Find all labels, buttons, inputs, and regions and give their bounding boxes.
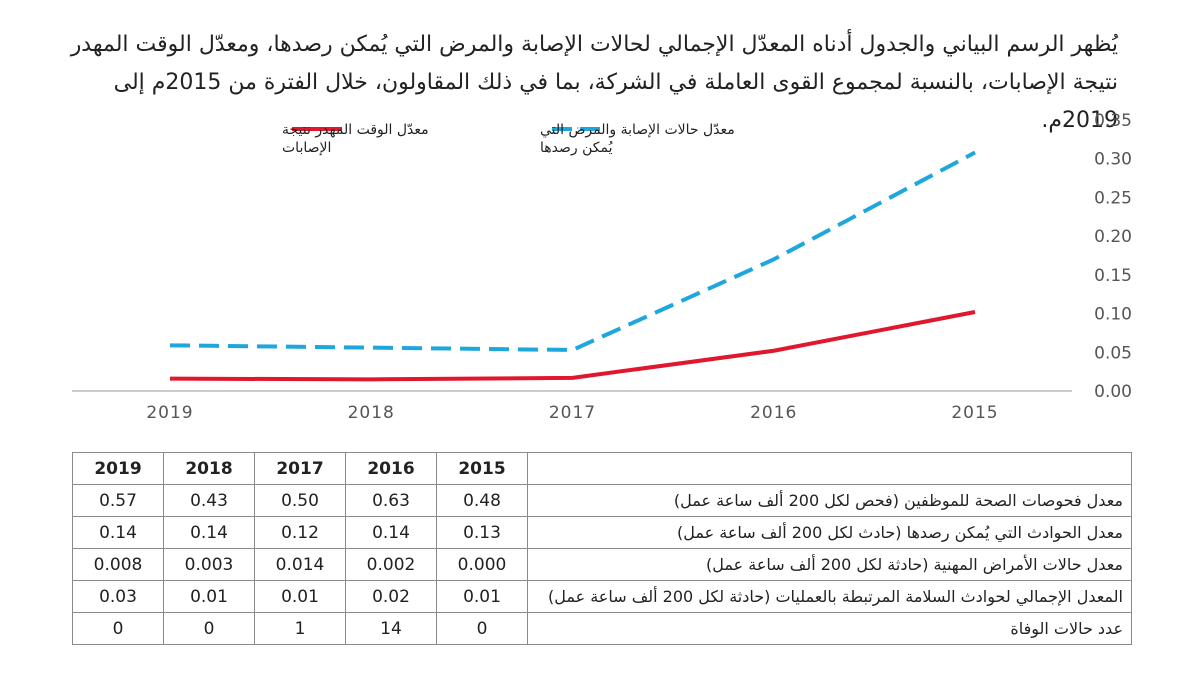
table-cell: 0.14 — [163, 516, 255, 549]
legend-lost-time-label: الإصابات — [282, 140, 331, 156]
row-label: معدل حالات الأمراض المهنية (حادثة لكل 20… — [527, 548, 1132, 581]
intro-paragraph: يُظهر الرسم البياني والجدول أدناه المعدّ… — [70, 32, 1118, 133]
table-cell: 1 — [254, 612, 346, 645]
table-cell: 0.008 — [72, 548, 164, 581]
year-header-2016: 2016 — [345, 452, 437, 485]
x-tick-label: 2015 — [951, 403, 998, 423]
label-header — [527, 452, 1132, 485]
x-tick-label: 2017 — [549, 403, 596, 423]
table-cell: 0.57 — [72, 484, 164, 517]
table-cell: 0.43 — [163, 484, 255, 517]
table-header-row: 2019 2018 2017 2016 2015 — [72, 452, 1132, 485]
table-cell: 0.48 — [436, 484, 528, 517]
table-cell: 0.63 — [345, 484, 437, 517]
table-cell: 0.01 — [254, 580, 346, 613]
table-cell: 0.01 — [163, 580, 255, 613]
y-tick-label: 0.15 — [1094, 266, 1132, 286]
line-chart: 0.00 0.05 0.10 0.15 0.20 0.25 0.30 0.35 2019 2018… — [72, 111, 1132, 423]
y-tick-label: 0.10 — [1094, 305, 1132, 325]
y-tick-label: 0.25 — [1094, 188, 1132, 208]
table-row: 0.57 0.43 0.50 0.63 0.48 معدل فحوصات الص… — [72, 484, 1132, 517]
row-label: المعدل الإجمالي لحوادث السلامة المرتبطة … — [527, 580, 1132, 613]
table-row: 0.14 0.14 0.12 0.14 0.13 معدل الحوادث ال… — [72, 516, 1132, 549]
legend-recordable-cases-label: معدّل حالات الإصابة والمرض التي — [540, 122, 735, 138]
row-label: معدل فحوصات الصحة للموظفين (فحص لكل 200 … — [527, 484, 1132, 517]
year-header-2019: 2019 — [72, 452, 164, 485]
table-cell: 0.014 — [254, 548, 346, 581]
y-tick-label: 0.05 — [1094, 343, 1132, 363]
table-cell: 0.14 — [345, 516, 437, 549]
legend-lost-time-label: معدّل الوقت المهدر نتيجة — [282, 122, 429, 138]
y-tick-label: 0.20 — [1094, 227, 1132, 247]
series-line-recordable-cases — [169, 150, 976, 352]
table-cell: 0.000 — [436, 548, 528, 581]
table-cell: 0 — [72, 612, 164, 645]
table-cell: 0 — [163, 612, 255, 645]
legend-recordable-cases-label: يُمكن رصدها — [540, 140, 613, 156]
row-label: معدل الحوادث التي يُمكن رصدها (حادث لكل … — [527, 516, 1132, 549]
row-label: عدد حالات الوفاة — [527, 612, 1132, 645]
series-line-lost-time — [169, 310, 976, 382]
x-tick-label: 2016 — [750, 403, 797, 423]
year-header-2015: 2015 — [436, 452, 528, 485]
safety-metrics-table: 2019 2018 2017 2016 2015 0.57 0.43 0.50 … — [72, 452, 1132, 645]
table-cell: 0.12 — [254, 516, 346, 549]
table-cell: 0 — [436, 612, 528, 645]
table-cell: 0.01 — [436, 580, 528, 613]
table-row: 0.03 0.01 0.01 0.02 0.01 المعدل الإجمالي… — [72, 580, 1132, 613]
table-row: 0.008 0.003 0.014 0.002 0.000 معدل حالات… — [72, 548, 1132, 581]
table-cell: 0.50 — [254, 484, 346, 517]
year-header-2017: 2017 — [254, 452, 346, 485]
table-cell: 0.13 — [436, 516, 528, 549]
table-cell: 0.002 — [345, 548, 437, 581]
table-cell: 0.02 — [345, 580, 437, 613]
table-row: 0 0 1 14 0 عدد حالات الوفاة — [72, 612, 1132, 645]
x-tick-label: 2018 — [348, 403, 395, 423]
table-cell: 14 — [345, 612, 437, 645]
y-tick-label: 0.00 — [1094, 382, 1132, 402]
y-tick-label: 0.30 — [1094, 150, 1132, 170]
table-cell: 0.003 — [163, 548, 255, 581]
x-tick-label: 2019 — [146, 403, 193, 423]
year-header-2018: 2018 — [163, 452, 255, 485]
y-tick-label: 0.35 — [1094, 111, 1132, 131]
table-cell: 0.14 — [72, 516, 164, 549]
table-cell: 0.03 — [72, 580, 164, 613]
